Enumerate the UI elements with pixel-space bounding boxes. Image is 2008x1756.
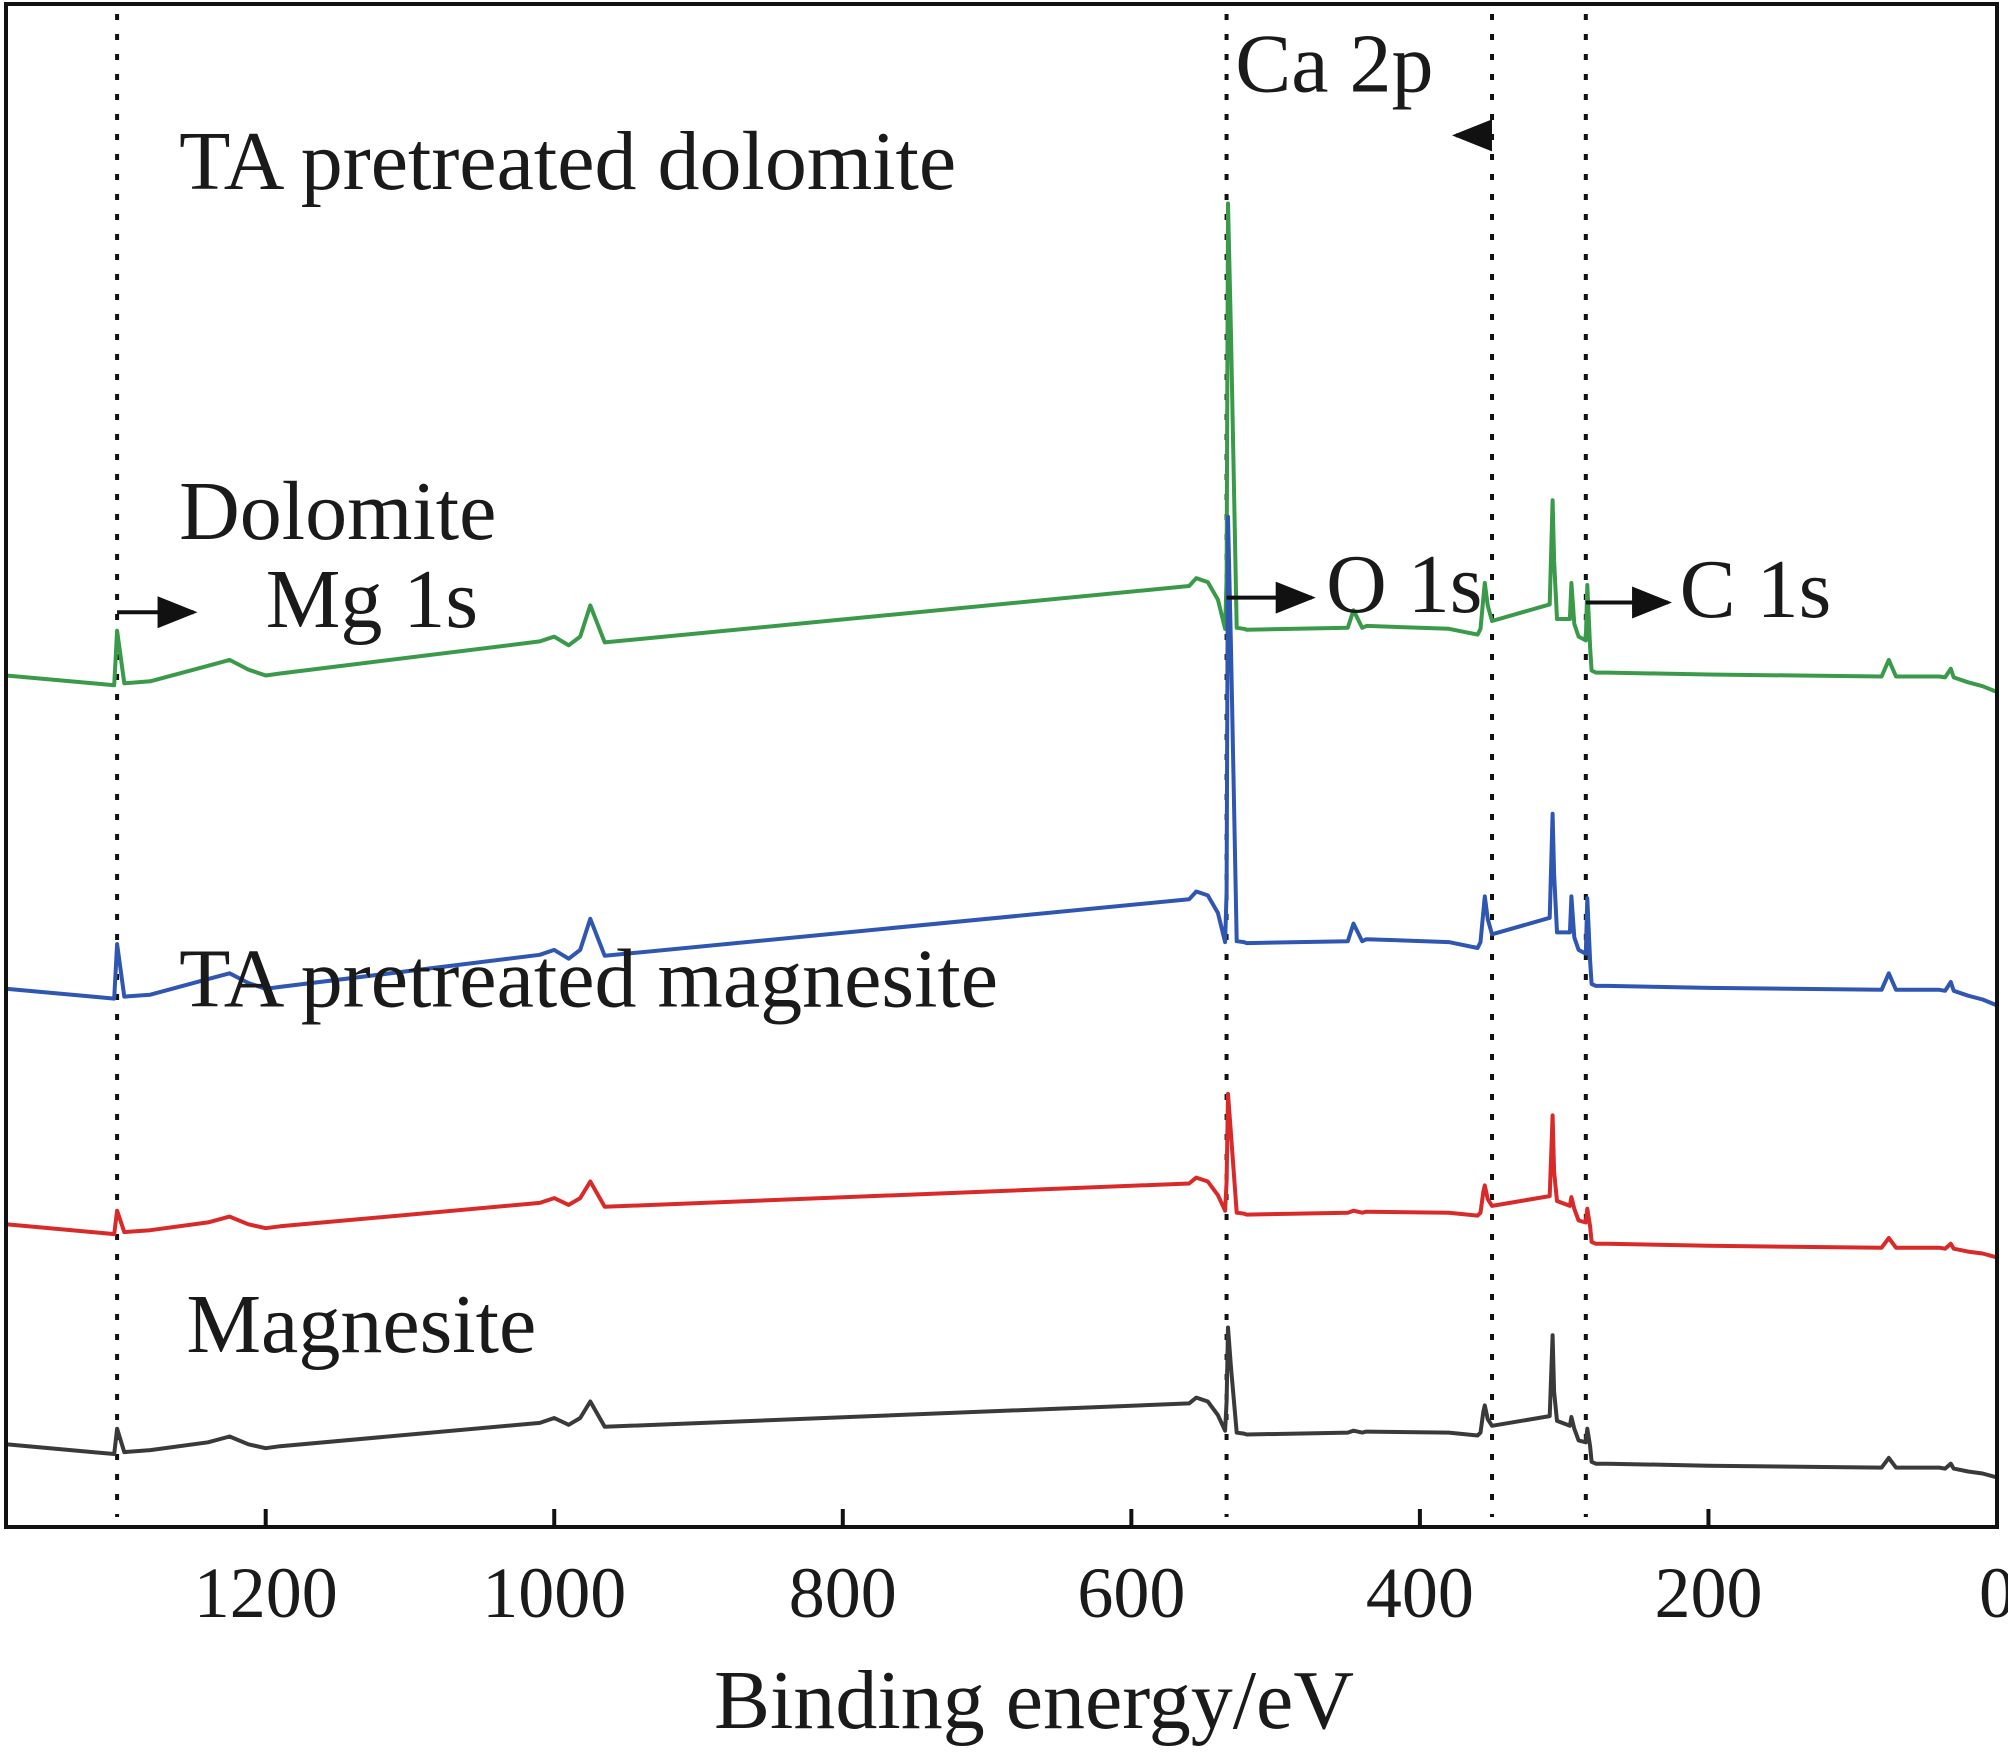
x-tick-label: 200 bbox=[1654, 1553, 1762, 1633]
axes: 1200 1000 800 600 400 200 0 bbox=[4, 2, 2008, 1633]
peak-label-mg-1s: Mg 1s bbox=[266, 553, 478, 646]
series-label: Magnesite bbox=[186, 1278, 536, 1371]
peak-label-o-1s: O 1s bbox=[1326, 538, 1482, 631]
series-labels: TA pretreated dolomite Dolomite TA pretrea… bbox=[179, 115, 998, 1371]
peak-annotations: Mg 1s O 1s Ca 2p C 1s bbox=[117, 18, 1831, 646]
series-line-ta-pretreated-magnesite bbox=[4, 1091, 1999, 1260]
series-lines bbox=[4, 201, 1999, 1480]
series-line-ta-pretreated-dolomite bbox=[4, 201, 1999, 694]
series-line-dolomite bbox=[4, 514, 1999, 1008]
x-tick-label: 800 bbox=[789, 1553, 897, 1633]
x-tick-label: 600 bbox=[1077, 1553, 1185, 1633]
plot-frame bbox=[4, 2, 1999, 1529]
series-label: Dolomite bbox=[179, 465, 496, 558]
series-label: TA pretreated dolomite bbox=[179, 115, 956, 208]
x-axis-title: Binding energy/eV bbox=[714, 1654, 1354, 1747]
series-label: TA pretreated magnesite bbox=[179, 932, 998, 1025]
series-line-magnesite bbox=[4, 1325, 1999, 1480]
x-tick-label: 1000 bbox=[482, 1553, 626, 1633]
peak-label-c-1s: C 1s bbox=[1680, 543, 1832, 636]
x-tick-label: 0 bbox=[1979, 1553, 2008, 1633]
x-tick-label: 1200 bbox=[194, 1553, 338, 1633]
x-tick-label: 400 bbox=[1366, 1553, 1474, 1633]
peak-label-ca-2p: Ca 2p bbox=[1235, 18, 1433, 111]
